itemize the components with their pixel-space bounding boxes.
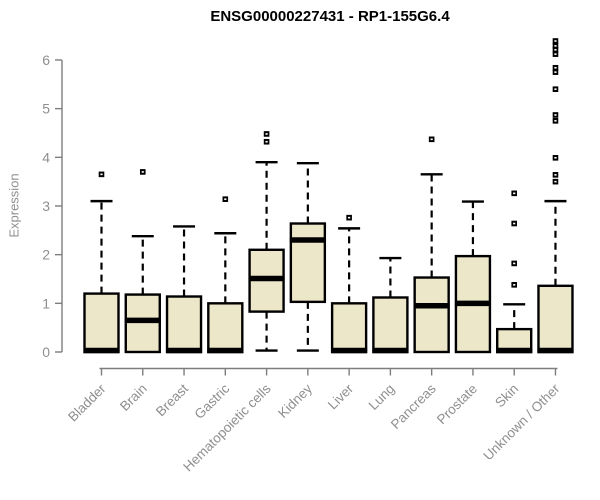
outlier-point-center — [554, 48, 557, 51]
y-tick-label: 5 — [42, 101, 50, 117]
x-tick-label: Skin — [492, 381, 521, 410]
outlier-point-center — [265, 133, 268, 135]
x-tick-label: Prostate — [434, 381, 480, 427]
outlier-point-center — [224, 198, 227, 200]
box-Gastric — [207, 302, 244, 354]
y-tick-label: 4 — [42, 149, 50, 165]
x-tick-label: Unknown / Other — [480, 381, 563, 464]
y-tick-label: 3 — [42, 198, 50, 214]
box-Pancreas — [413, 276, 450, 354]
box-Bladder — [83, 292, 120, 354]
x-tick-label: Kidney — [275, 381, 315, 421]
x-tick-label: Bladder — [65, 381, 109, 425]
box-Brain — [124, 293, 161, 354]
box-Breast — [165, 295, 203, 354]
outlier-point-center — [554, 88, 557, 90]
x-tick-label: Liver — [325, 381, 357, 413]
outlier-point-center — [265, 140, 268, 143]
outlier-point-center — [141, 171, 144, 173]
outlier-point-center — [348, 216, 351, 219]
x-tick-label: Brain — [117, 381, 150, 414]
box-Liver — [330, 302, 368, 354]
y-tick-label: 6 — [42, 52, 50, 68]
outlier-point-center — [554, 53, 557, 55]
outlier-point-center — [430, 138, 433, 141]
outlier-point-center — [554, 71, 557, 73]
y-tick-label: 2 — [42, 247, 50, 263]
outlier-point-center — [554, 157, 557, 159]
box-Unknown / Other — [537, 284, 574, 354]
y-tick-label: 1 — [42, 295, 50, 311]
x-tick-label: Gastric — [192, 381, 233, 422]
outlier-point-center — [554, 180, 557, 183]
outlier-point-center — [554, 45, 557, 47]
outlier-point-center — [554, 40, 557, 42]
outlier-point-center — [513, 192, 516, 195]
x-tick-label: Pancreas — [388, 381, 439, 432]
outlier-point-center — [554, 66, 557, 69]
outlier-point-center — [100, 173, 103, 176]
y-tick-label: 0 — [42, 344, 50, 360]
outlier-point-center — [554, 174, 557, 176]
x-tick-label: Breast — [153, 381, 191, 419]
outlier-point-center — [513, 262, 516, 265]
box-Kidney — [289, 222, 327, 304]
outlier-point-center — [513, 222, 516, 225]
x-tick-label: Lung — [366, 381, 398, 413]
outlier-point-center — [554, 120, 557, 122]
outlier-point-center — [554, 114, 557, 116]
box-Lung — [372, 296, 409, 354]
chart-title: ENSG00000227431 - RP1-155G6.4 — [210, 8, 450, 25]
outlier-point-center — [513, 284, 516, 286]
